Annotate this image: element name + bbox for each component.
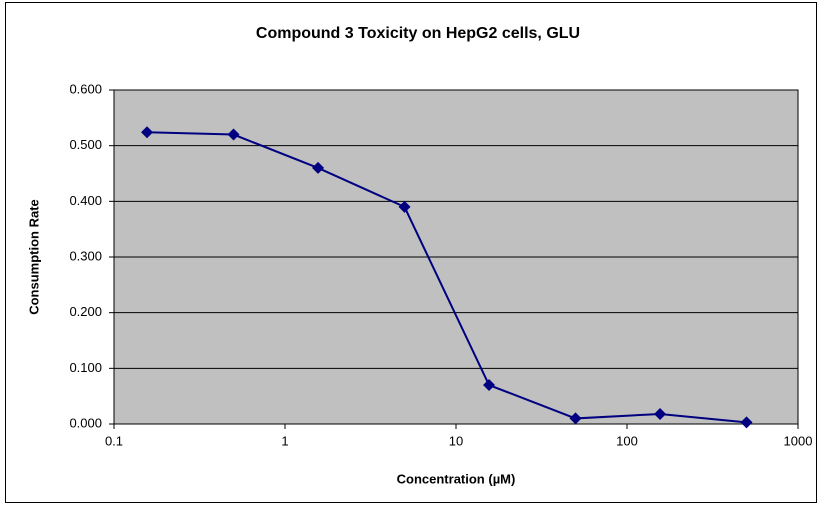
x-tick-label: 1000 <box>784 433 813 448</box>
y-tick-label: 0.000 <box>69 415 102 430</box>
data-point <box>312 161 325 174</box>
data-point <box>740 416 753 429</box>
data-point <box>569 412 582 425</box>
y-tick-label: 0.100 <box>69 360 102 375</box>
data-point <box>227 128 240 141</box>
x-tick-label: 10 <box>449 433 463 448</box>
x-tick-label: 0.1 <box>105 433 123 448</box>
plot-area: 0.000 0.100 0.200 0.300 0.400 0.500 0.600 0.1 1 1… <box>69 81 812 448</box>
x-axis-label: Concentration (µM) <box>397 471 516 486</box>
y-axis-label: Consumption Rate <box>26 199 41 315</box>
chart-title: Compound 3 Toxicity on HepG2 cells, GLU <box>256 25 580 42</box>
data-point <box>654 407 667 420</box>
x-tick-label: 1 <box>281 433 288 448</box>
y-tick-label: 0.500 <box>69 137 102 152</box>
data-point <box>483 379 496 392</box>
plot-border <box>113 89 799 425</box>
data-point <box>141 126 154 139</box>
y-tick-label: 0.600 <box>69 81 102 96</box>
y-tick-label: 0.200 <box>69 304 102 319</box>
data-point <box>398 200 411 213</box>
y-tick-label: 0.400 <box>69 193 102 208</box>
x-tick-label: 100 <box>616 433 638 448</box>
series-line <box>146 131 747 424</box>
y-tick-label: 0.300 <box>69 248 102 263</box>
